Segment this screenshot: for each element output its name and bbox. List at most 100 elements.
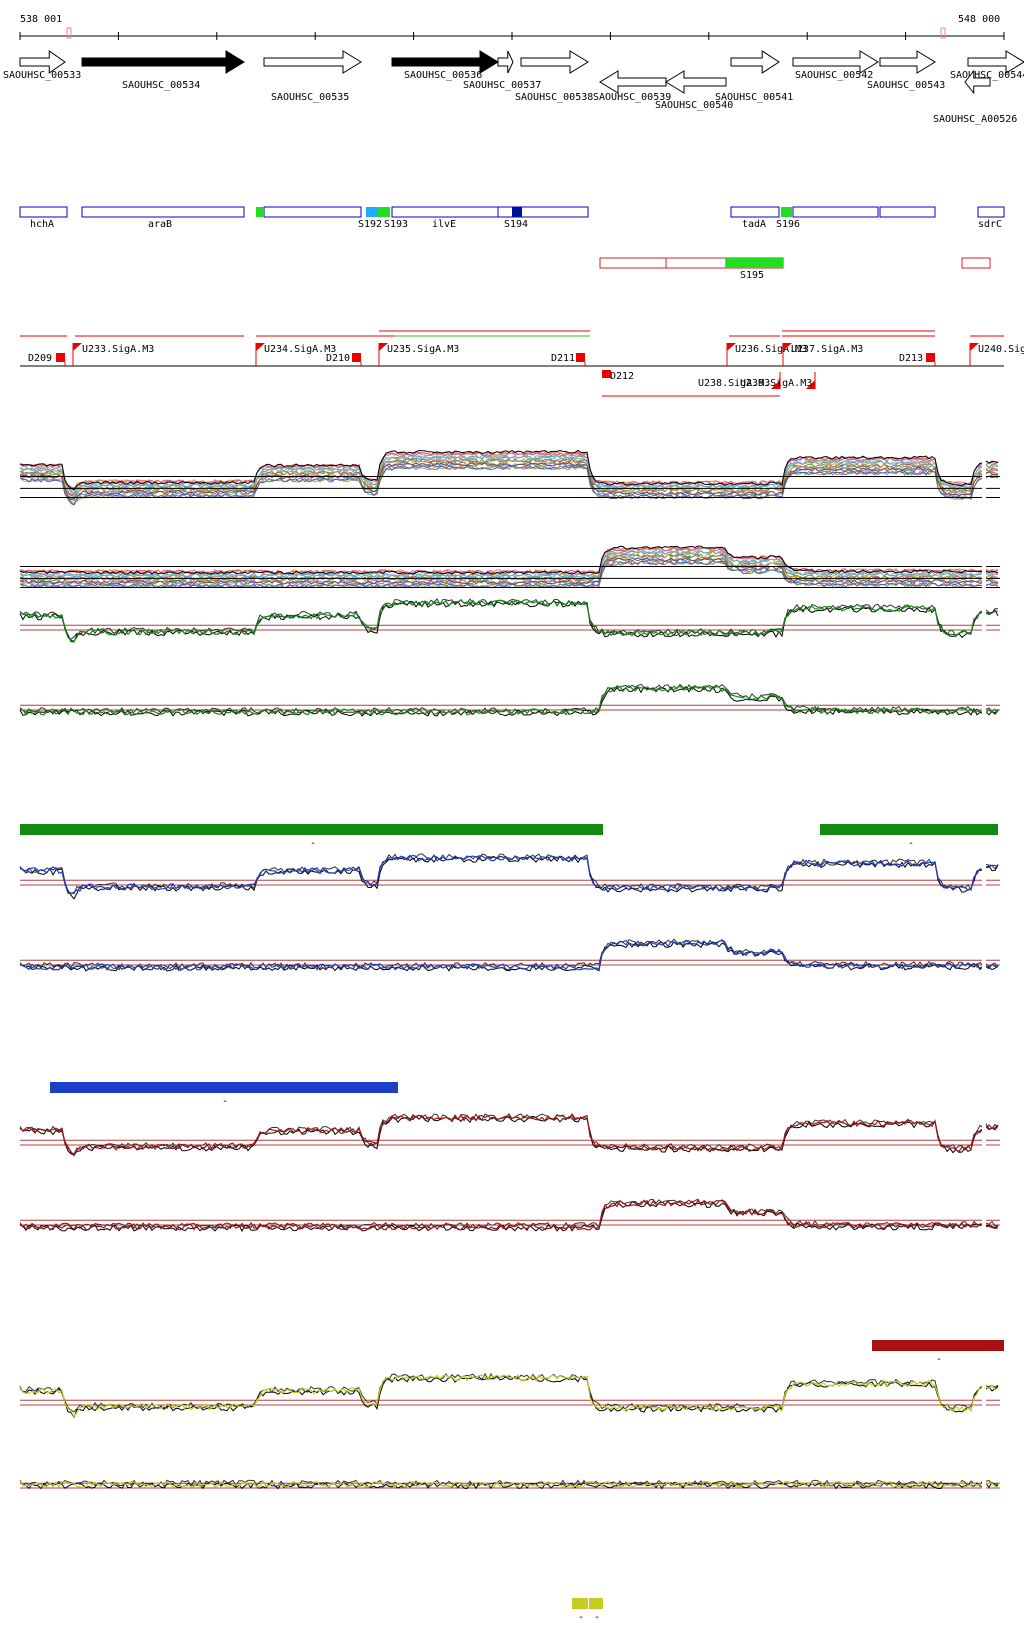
condition-bar[interactable]: [20, 824, 603, 835]
promoter-U235.SigA.M3[interactable]: U235.SigA.M3: [378, 343, 459, 366]
feature-box[interactable]: [599, 257, 667, 269]
feature-box[interactable]: [497, 206, 589, 218]
feature-box[interactable]: [730, 206, 780, 218]
gene-arrow[interactable]: [792, 50, 879, 74]
expression-reverse-blue: [19, 935, 1000, 995]
condition-bar[interactable]: [820, 824, 998, 835]
sample-trace: [19, 549, 999, 578]
feature-box[interactable]: [977, 206, 1005, 218]
promoter-label: U238.SigA.M3: [698, 378, 770, 389]
feature-label: hchA: [30, 219, 54, 230]
condition-trace: [19, 1480, 999, 1489]
promoter-D212[interactable]: D212: [602, 370, 634, 382]
gene-arrow[interactable]: [879, 50, 936, 74]
condition-bar[interactable]: [50, 1082, 398, 1093]
sample-trace: [19, 454, 999, 495]
condition-bar-mark: -: [222, 1096, 228, 1107]
feature-label: tadA: [742, 219, 766, 230]
promoter-label: D213: [899, 353, 923, 364]
gene-SAOUHSC_00539[interactable]: SAOUHSC_00539: [593, 70, 671, 103]
promoter-label: D212: [610, 371, 634, 382]
gene-arrow[interactable]: [520, 50, 589, 74]
gene-SAOUHSC_00541[interactable]: SAOUHSC_00541: [715, 50, 793, 103]
gene-arrow[interactable]: [665, 70, 727, 94]
expression-forward-darkred: [19, 1112, 1000, 1175]
feature-box[interactable]: [263, 206, 362, 218]
gene-SAOUHSC_00534[interactable]: SAOUHSC_00534: [81, 50, 245, 91]
promoter-U233.SigA.M3[interactable]: U233.SigA.M3: [72, 343, 154, 366]
gene-SAOUHSC_00543[interactable]: SAOUHSC_00543: [867, 50, 945, 91]
promoter-label: U237.SigA.M3: [791, 344, 863, 355]
promoter-U236.SigA.M3[interactable]: U236.SigA.M3: [726, 343, 807, 366]
expression-forward-all: [19, 445, 1000, 515]
feature-box[interactable]: [961, 257, 991, 269]
feature-label: S196: [776, 219, 800, 230]
feature-label: S195: [740, 270, 764, 281]
gene-arrow[interactable]: [263, 50, 362, 74]
promoter-label: U234.SigA.M3: [264, 344, 336, 355]
promoter-D213[interactable]: D213: [899, 353, 936, 366]
gene-arrow[interactable]: [19, 50, 66, 74]
feature-box[interactable]: [879, 206, 936, 218]
feature-segment: [256, 207, 264, 217]
feature-box[interactable]: [81, 206, 245, 218]
promoter-D209[interactable]: D209: [28, 353, 66, 366]
ruler-end: 548 000: [958, 14, 1000, 25]
promoter-U239.SigA.M3[interactable]: U239.SigA.M3: [740, 372, 816, 389]
promoter-U240.SigA.M3[interactable]: U240.SigA.M3: [969, 343, 1024, 366]
gene-arrow[interactable]: [730, 50, 780, 74]
promoter-U234.SigA.M3[interactable]: U234.SigA.M3: [255, 343, 336, 366]
gene-arrow[interactable]: [497, 50, 514, 74]
feature-box[interactable]: [665, 257, 727, 269]
gene-label: SAOUHSC_00535: [271, 92, 349, 103]
gene-arrow[interactable]: [81, 50, 245, 74]
coordinate-ruler: 538 001 548 000: [19, 14, 1005, 40]
gene-SAOUHSC_00538[interactable]: SAOUHSC_00538: [515, 50, 593, 103]
promoter-label: D211: [551, 353, 575, 364]
gene-label: SAOUHSC_00541: [715, 92, 793, 103]
gene-SAOUHSC_00533[interactable]: SAOUHSC_00533: [3, 50, 81, 81]
ruler-start: 538 001: [20, 14, 62, 25]
gene-arrow[interactable]: [964, 69, 991, 95]
condition-trace: [19, 1374, 999, 1418]
promoter-label: U233.SigA.M3: [82, 344, 154, 355]
gene-SAOUHSC_00535[interactable]: SAOUHSC_00535: [263, 50, 362, 103]
gap-marker: [982, 855, 986, 915]
gene-SAOUHSC_00540[interactable]: SAOUHSC_00540: [655, 70, 733, 111]
replicate-trace: [19, 1200, 999, 1233]
gene-SAOUHSC_00542[interactable]: SAOUHSC_00542: [792, 50, 879, 81]
condition-trace: [19, 599, 998, 642]
promoter-label: U239.SigA.M3: [740, 378, 812, 389]
gap-marker: [982, 1115, 986, 1175]
sample-trace: [19, 465, 999, 506]
expression-reverse-all: [19, 535, 1000, 605]
expression-forward-green: [19, 598, 1000, 660]
condition-trace: [19, 1114, 999, 1156]
promoter-U238.SigA.M3[interactable]: U238.SigA.M3: [698, 372, 781, 389]
gene-arrow[interactable]: [599, 70, 667, 94]
feature-box[interactable]: [792, 206, 879, 218]
feature-label: araB: [148, 219, 172, 230]
gene-arrow[interactable]: [967, 50, 1024, 74]
gene-arrow[interactable]: [391, 50, 499, 74]
feature-segment: [726, 258, 783, 268]
sample-trace: [19, 545, 999, 575]
promoter-D211[interactable]: D211: [551, 353, 586, 366]
gene-SAOUHSC_00536[interactable]: SAOUHSC_00536: [391, 50, 499, 81]
feature-box[interactable]: [19, 206, 68, 218]
gene-label: SAOUHSC_00536: [404, 70, 482, 81]
promoter-label: U236.SigA.M3: [735, 344, 807, 355]
gap-marker: [982, 680, 986, 740]
gene-SAOUHSC_00537[interactable]: SAOUHSC_00537: [463, 50, 541, 91]
promoter-D210[interactable]: D210: [326, 353, 362, 366]
gene-SAOUHSC_A00526[interactable]: SAOUHSC_A00526: [933, 69, 1017, 125]
condition-bar-mark: -: [310, 838, 316, 849]
condition-bar[interactable]: [572, 1598, 588, 1609]
gene-SAOUHSC_00544[interactable]: SAOUHSC_00544: [950, 50, 1024, 81]
expression-forward-yellow: [19, 1372, 1000, 1435]
feature-box[interactable]: [391, 206, 499, 218]
condition-bar[interactable]: [872, 1340, 1004, 1351]
condition-bar[interactable]: [589, 1598, 603, 1609]
promoter-U237.SigA.M3[interactable]: U237.SigA.M3: [782, 343, 863, 366]
promoter-label: D210: [326, 353, 350, 364]
